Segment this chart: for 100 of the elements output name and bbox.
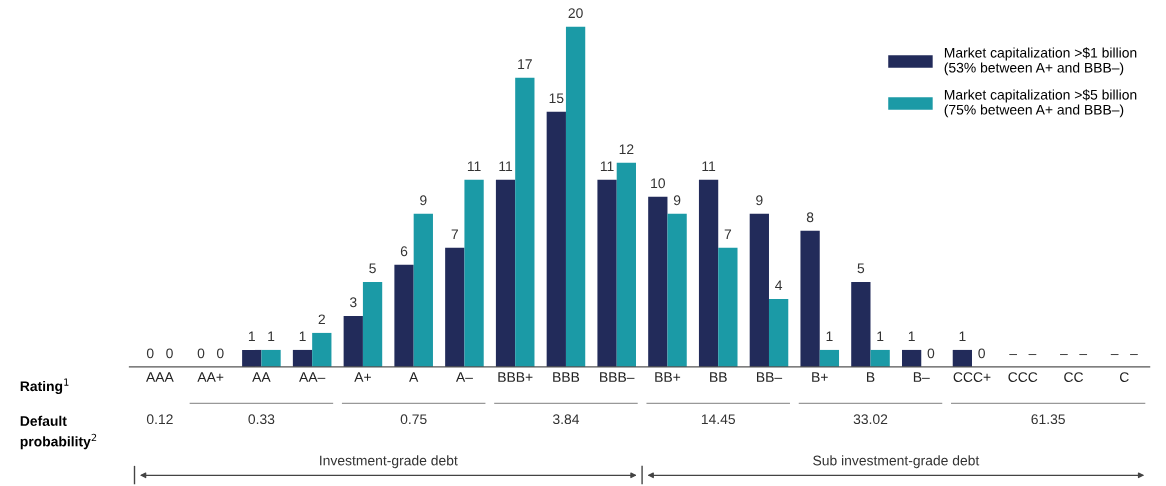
x-tick-label: B–	[913, 372, 930, 382]
text: 14.45	[701, 414, 736, 425]
text: 0.75	[400, 414, 427, 425]
x-tick-label: BBB+	[498, 372, 533, 382]
data-label: 1	[299, 331, 306, 342]
text: Default probability$^{2}$	[20, 415, 97, 450]
legend-label: Market capitalization >$5 billion (75% between A+ and BBB–)	[944, 89, 1137, 118]
x-tick-label: CCC+	[953, 372, 991, 382]
x-tick-label: A	[409, 372, 419, 382]
bar	[464, 179, 484, 367]
data-label: 8	[806, 212, 814, 223]
text: –	[1028, 354, 1037, 356]
bar	[870, 349, 890, 367]
text: –	[1060, 354, 1068, 356]
bar	[749, 213, 769, 367]
data-label: 0	[146, 348, 154, 359]
x-tick-label: B+	[812, 372, 828, 382]
bar	[565, 26, 586, 367]
bar	[292, 349, 313, 367]
text: 0.33	[248, 414, 275, 425]
bar	[445, 247, 465, 367]
text: –	[1110, 354, 1119, 356]
text: 0.12	[146, 414, 173, 425]
data-label: 1	[877, 331, 884, 342]
text: Investment-grade debt	[320, 455, 458, 469]
bar	[819, 349, 840, 367]
data-label: 5	[369, 263, 376, 274]
text: 33.02	[853, 414, 888, 425]
data-label: 11	[499, 161, 513, 171]
data-label: 7	[724, 229, 732, 240]
x-tick-label: AA–	[299, 372, 326, 382]
bar	[952, 349, 973, 367]
x-tick-label: BB+	[655, 372, 681, 382]
data-label: 2	[318, 314, 325, 325]
data-label: 20	[568, 8, 583, 19]
bar	[343, 315, 363, 367]
text: Sub investment-grade debt	[813, 455, 980, 469]
text: –	[1009, 354, 1017, 356]
text: –	[1079, 354, 1088, 356]
data-label: 0	[927, 348, 935, 359]
bar	[800, 230, 820, 367]
x-tick-label: BBB	[553, 372, 580, 382]
data-label: 15	[549, 93, 564, 104]
data-label: 1	[826, 331, 833, 342]
data-label: 17	[518, 59, 532, 69]
data-label: 9	[420, 195, 427, 206]
bar	[698, 179, 719, 367]
data-label: 1	[908, 331, 915, 342]
data-label: 0	[166, 348, 173, 359]
bar	[768, 298, 789, 367]
data-label: 6	[400, 246, 408, 257]
x-tick-label: CC	[1064, 372, 1084, 382]
data-label: 0	[216, 348, 224, 359]
x-tick-label: BB–	[757, 372, 783, 382]
data-label: 4	[775, 280, 783, 291]
x-tick-label: AAA	[146, 372, 174, 382]
bar	[851, 281, 871, 367]
text: 61.35	[1031, 414, 1065, 425]
x-tick-label: BBB–	[600, 372, 635, 382]
bar	[413, 213, 433, 367]
data-label: 12	[619, 144, 634, 154]
bar	[667, 213, 687, 367]
data-label: 9	[756, 195, 763, 206]
data-label: 11	[467, 161, 481, 171]
bar	[515, 77, 535, 367]
x-tick-label: CCC	[1008, 372, 1038, 382]
data-label: 0	[197, 348, 205, 359]
bar	[495, 179, 516, 367]
bar	[616, 162, 636, 367]
data-label: 9	[673, 195, 681, 206]
bar	[718, 247, 738, 367]
data-label: 1	[268, 331, 275, 342]
x-tick-label: B	[867, 372, 875, 382]
bar	[312, 332, 332, 367]
bar	[648, 196, 668, 367]
text: Rating$^{1}$	[20, 378, 69, 394]
data-label: 7	[451, 229, 458, 240]
bar	[901, 349, 922, 367]
x-tick-label: AA+	[197, 372, 224, 382]
data-label: 1	[959, 331, 966, 342]
text: –	[1130, 354, 1138, 356]
x-tick-label: A+	[354, 372, 371, 382]
bar	[546, 111, 566, 367]
legend-label: Market capitalization >$1 billion (53% between A+ and BBB–)	[944, 47, 1137, 76]
data-label: 0	[978, 348, 985, 359]
x-tick-label: A–	[455, 372, 473, 382]
bar	[261, 349, 281, 367]
bar	[242, 349, 262, 367]
bar	[597, 179, 617, 367]
data-label: 11	[600, 161, 614, 171]
x-tick-label: C	[1119, 372, 1129, 382]
data-label: 1	[248, 331, 255, 342]
data-label: 3	[349, 297, 357, 308]
x-tick-label: AA	[252, 372, 271, 382]
data-label: 5	[857, 263, 865, 274]
data-label: 11	[702, 161, 716, 171]
bar	[394, 264, 414, 367]
x-tick-label: BB	[710, 372, 727, 382]
text: 3.84	[552, 414, 580, 425]
data-label: 10	[651, 178, 666, 189]
